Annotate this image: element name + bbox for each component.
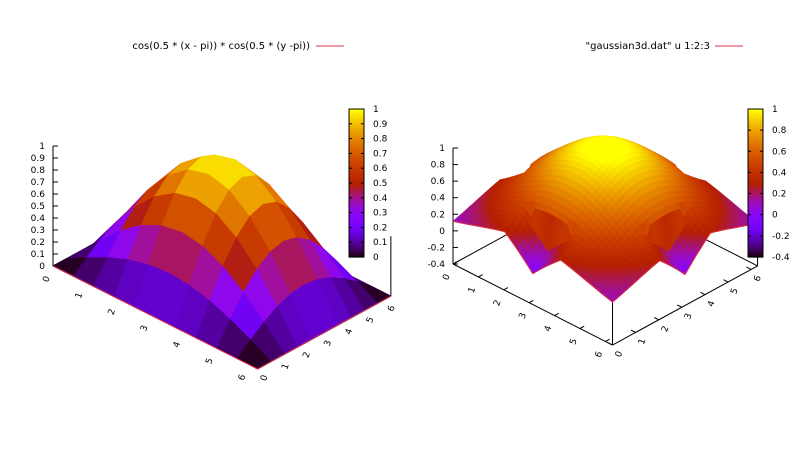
z-tick-label: 0.9 bbox=[31, 154, 46, 164]
y-tick bbox=[631, 330, 636, 332]
z-tick-label: 0.2 bbox=[431, 210, 445, 220]
colorbox-tick-label: 0.4 bbox=[772, 168, 787, 178]
z-tick-label: -0.2 bbox=[427, 243, 445, 253]
x-tick-label: 2 bbox=[107, 308, 118, 317]
y-tick bbox=[654, 317, 659, 319]
x-tick-label: 6 bbox=[594, 350, 605, 359]
z-tick-label: 0.4 bbox=[31, 214, 46, 224]
colorbox-left: 0 0.1 0.2 0.3 0.4 0.5 0.6 0.7 0.8 0.9 1 bbox=[349, 105, 388, 263]
x-tick bbox=[529, 300, 533, 302]
y-tick bbox=[723, 280, 728, 282]
x-tick-label: 0 bbox=[441, 273, 452, 282]
z-tick-label: 0.7 bbox=[31, 178, 45, 188]
x-tick bbox=[555, 313, 559, 315]
y-tick-label: 0 bbox=[259, 374, 270, 383]
surface-left bbox=[53, 155, 391, 369]
colorbox-tick-label: 0.1 bbox=[373, 238, 387, 248]
colorbox-tick-label: 0.6 bbox=[772, 147, 787, 157]
x-tick-label: 0 bbox=[41, 275, 52, 284]
colorbox-tick-label: 0.4 bbox=[373, 194, 388, 204]
y-tick-label: 5 bbox=[729, 287, 740, 296]
colorbox-tick-label: -0.4 bbox=[772, 253, 790, 263]
colorbox-tick-label: 0 bbox=[772, 211, 778, 221]
chart-right: "gaussian3d.dat" u 1:2:3 -0.4 -0.2 0 0.2 0.4… bbox=[427, 41, 789, 359]
colorbox-tick-label: 0.2 bbox=[373, 223, 387, 233]
z-tick-label: 0.6 bbox=[431, 177, 446, 187]
legend-label-left: cos(0.5 * (x - pi)) * cos(0.5 * (y -pi)) bbox=[132, 41, 310, 52]
colorbox-tick-label: 1 bbox=[772, 105, 778, 115]
colorbox-right: -0.4 -0.2 0 0.2 0.4 0.6 0.8 1 bbox=[748, 105, 790, 263]
colorbox-tick-label: 0.9 bbox=[373, 120, 388, 130]
x-tick bbox=[580, 326, 584, 328]
x-tick bbox=[478, 275, 482, 277]
colorbox-tick-label: 0.3 bbox=[373, 209, 387, 219]
z-tick-label: -0.4 bbox=[427, 260, 445, 270]
surface-right bbox=[453, 136, 758, 302]
y-tick-label: 0 bbox=[614, 350, 625, 359]
z-tick-label: 0.4 bbox=[431, 194, 446, 204]
legend-right: "gaussian3d.dat" u 1:2:3 bbox=[586, 41, 743, 52]
z-tick-label: 0.6 bbox=[31, 190, 46, 200]
y-tick-label: 2 bbox=[660, 325, 671, 334]
x-tick bbox=[504, 288, 508, 290]
x-tick-label: 3 bbox=[518, 312, 529, 321]
colorbox-tick-label: 1 bbox=[373, 105, 379, 115]
y-tick-label: 2 bbox=[302, 351, 313, 360]
y-tick-label: 3 bbox=[683, 312, 694, 321]
y-tick-label: 6 bbox=[386, 304, 397, 313]
z-tick-label: 0 bbox=[39, 262, 45, 272]
y-tick-label: 4 bbox=[344, 327, 355, 336]
y-tick-label: 1 bbox=[637, 337, 648, 346]
z-tick-label: 1 bbox=[39, 142, 45, 152]
y-tick-label: 5 bbox=[365, 316, 376, 325]
colorbox-tick-label: -0.2 bbox=[772, 232, 790, 242]
colorbox-tick-label: 0.8 bbox=[772, 126, 787, 136]
colorbox-tick-label: 0.8 bbox=[373, 135, 388, 145]
x-tick-label: 6 bbox=[237, 373, 248, 382]
z-tick-label: 0 bbox=[439, 227, 445, 237]
z-tick-label: 0.1 bbox=[31, 250, 45, 260]
z-tick-label: 0.3 bbox=[31, 226, 45, 236]
x-tick-label: 4 bbox=[543, 324, 554, 333]
y-tick bbox=[677, 305, 682, 307]
legend-left: cos(0.5 * (x - pi)) * cos(0.5 * (y -pi)) bbox=[132, 41, 344, 52]
x-tick bbox=[605, 339, 609, 341]
y-tick-label: 1 bbox=[280, 362, 291, 371]
legend-label-right: "gaussian3d.dat" u 1:2:3 bbox=[586, 41, 710, 52]
x-tick-label: 3 bbox=[139, 324, 150, 333]
colorbox-tick-label: 0 bbox=[373, 253, 379, 263]
x-tick-label: 1 bbox=[467, 286, 478, 295]
y-tick-label: 6 bbox=[753, 274, 764, 283]
colorbox-tick-label: 0.5 bbox=[373, 179, 387, 189]
y-tick bbox=[747, 267, 752, 269]
colorbox-tick-label: 0.7 bbox=[373, 149, 387, 159]
x-tick-label: 4 bbox=[172, 340, 183, 349]
y-tick bbox=[608, 343, 613, 345]
z-tick-label: 0.8 bbox=[31, 166, 46, 176]
z-tick-label: 0.2 bbox=[31, 238, 45, 248]
x-tick-label: 1 bbox=[74, 291, 85, 300]
colorbox-tick-label: 0.6 bbox=[373, 164, 388, 174]
x-tick-label: 2 bbox=[492, 299, 503, 308]
chart-left: cos(0.5 * (x - pi)) * cos(0.5 * (y -pi))… bbox=[31, 41, 398, 383]
z-tick-label: 0.8 bbox=[431, 161, 446, 171]
y-tick bbox=[700, 292, 705, 294]
z-tick-label: 1 bbox=[439, 144, 445, 154]
y-tick-label: 4 bbox=[706, 299, 717, 308]
y-tick-label: 3 bbox=[323, 339, 334, 348]
x-tick-label: 5 bbox=[204, 357, 215, 366]
x-tick-label: 5 bbox=[568, 337, 579, 346]
colorbox-tick-label: 0.2 bbox=[772, 190, 786, 200]
z-tick-label: 0.5 bbox=[31, 202, 45, 212]
